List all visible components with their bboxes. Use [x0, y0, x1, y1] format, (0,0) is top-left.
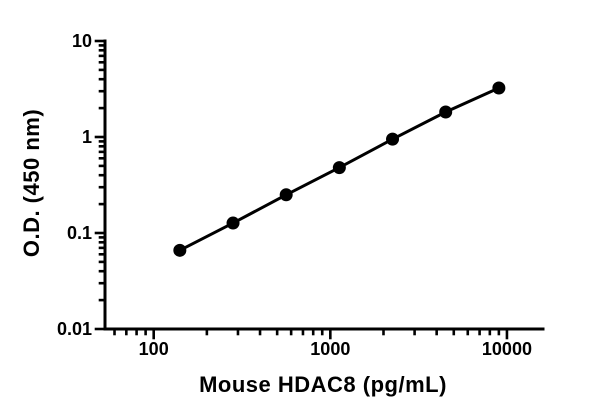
y-axis-title: O.D. (450 nm) — [19, 108, 44, 258]
y-tick-label: 0.01 — [57, 319, 92, 339]
data-point — [492, 81, 506, 95]
data-point — [332, 161, 346, 175]
y-tick-label: 10 — [72, 31, 92, 51]
x-tick-label: 10000 — [482, 339, 532, 359]
y-tick-label: 1 — [82, 127, 92, 147]
data-point — [279, 188, 293, 202]
data-point — [439, 105, 453, 119]
x-axis-title: Mouse HDAC8 (pg/mL) — [199, 372, 447, 397]
data-point — [173, 243, 187, 257]
x-tick-label: 1000 — [310, 339, 350, 359]
data-point — [386, 132, 400, 146]
x-tick-label: 100 — [139, 339, 169, 359]
data-point — [226, 216, 240, 230]
y-tick-label: 0.1 — [67, 223, 92, 243]
